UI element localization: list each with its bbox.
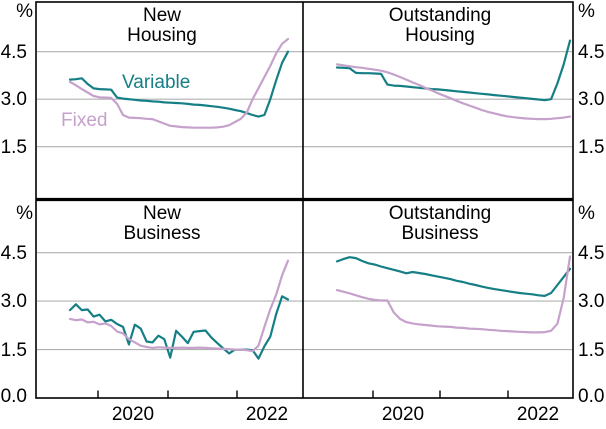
y-axis-tick-label: 4.5 [578, 42, 605, 63]
y-axis-tick-label: 4.5 [578, 243, 605, 264]
panel-title-line: Outstanding [388, 203, 492, 224]
y-axis-percent-bottom-left: % [16, 203, 33, 224]
y-axis-tick-label: 0.0 [0, 386, 27, 407]
series-label-fixed: Fixed [61, 110, 108, 131]
panel-title-line: Housing [127, 25, 197, 46]
panel-title-new-housing: New Housing [52, 6, 272, 46]
x-axis-label-2022-right: 2022 [516, 404, 560, 425]
y-axis-tick-label: 1.5 [578, 137, 605, 158]
y-axis-percent-top-left: % [16, 1, 33, 22]
panel-title-line: Outstanding [388, 5, 492, 26]
y-axis-percent-bottom-right: % [578, 203, 595, 224]
panel-title-outstanding-business: Outstanding Business [330, 204, 550, 244]
x-axis-label-2020-left: 2020 [111, 404, 155, 425]
panel-title-line: Business [123, 223, 201, 244]
y-axis-tick-label: 1.5 [0, 137, 27, 158]
y-axis-tick-label: 3.0 [578, 89, 605, 110]
panel-title-line: New [142, 203, 181, 224]
x-axis-label-2022-left: 2022 [245, 404, 289, 425]
y-axis-tick-label: 1.5 [578, 340, 605, 361]
y-axis-tick-label: 0.0 [578, 386, 605, 407]
y-axis-tick-label: 3.0 [578, 291, 605, 312]
y-axis-tick-label: 3.0 [0, 291, 27, 312]
panel-title-line: New [142, 5, 181, 26]
series-label-variable: Variable [122, 72, 191, 93]
x-axis-label-2020-right: 2020 [381, 404, 425, 425]
y-axis-tick-label: 1.5 [0, 340, 27, 361]
panel-title-line: Business [401, 223, 479, 244]
panel-title-new-business: New Business [52, 204, 272, 244]
y-axis-tick-label: 4.5 [0, 42, 27, 63]
y-axis-percent-top-right: % [578, 1, 595, 22]
y-axis-tick-label: 3.0 [0, 89, 27, 110]
panel-title-outstanding-housing: Outstanding Housing [330, 6, 550, 46]
y-axis-tick-label: 4.5 [0, 243, 27, 264]
panel-title-line: Housing [405, 25, 475, 46]
